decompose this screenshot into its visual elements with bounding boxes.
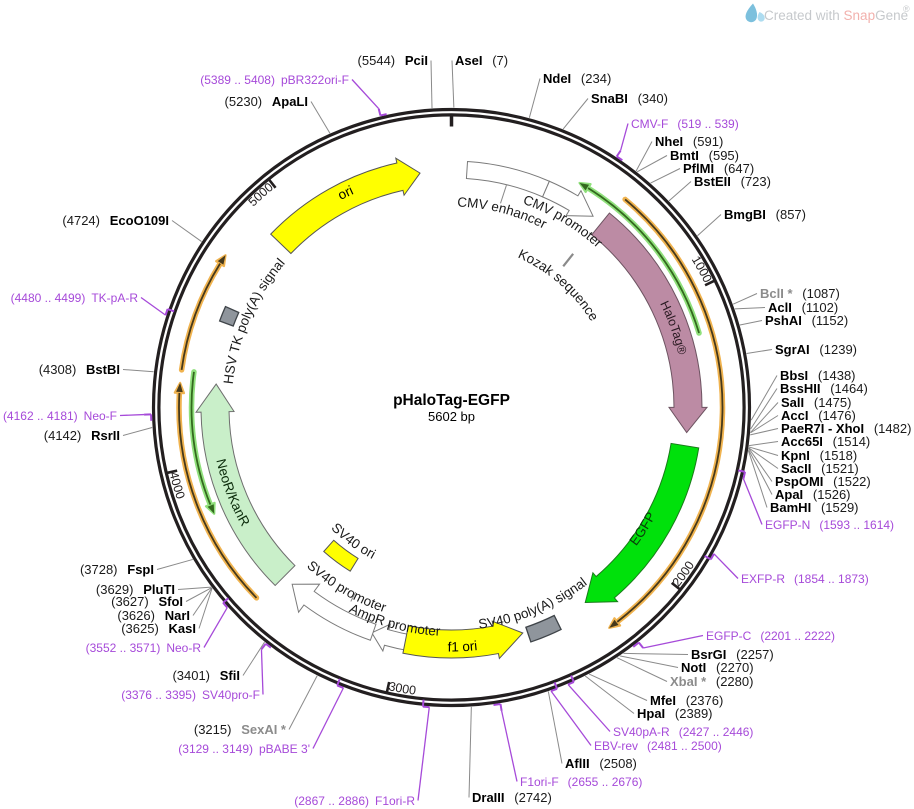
svg-text:3000: 3000 — [387, 679, 417, 698]
svg-text:NdeI (234): NdeI (234) — [543, 71, 611, 86]
svg-text:PflMI (647): PflMI (647) — [683, 161, 754, 176]
svg-text:NheI (591): NheI (591) — [655, 134, 723, 149]
svg-text:(5544) PciI: (5544) PciI — [358, 53, 428, 68]
svg-text:BssHII (1464): BssHII (1464) — [780, 381, 868, 396]
svg-text:BbsI (1438): BbsI (1438) — [780, 368, 856, 383]
svg-text:(4162 .. 4181) Neo-F: (4162 .. 4181) Neo-F — [3, 409, 117, 423]
svg-text:HpaI (2389): HpaI (2389) — [637, 706, 713, 721]
svg-text:(3401) SfiI: (3401) SfiI — [172, 668, 240, 683]
svg-text:(4142) RsrII: (4142) RsrII — [44, 428, 120, 443]
svg-text:SacII (1521): SacII (1521) — [781, 461, 859, 476]
svg-text:®: ® — [903, 4, 910, 14]
svg-text:Acc65I (1514): Acc65I (1514) — [781, 434, 870, 449]
svg-text:BstEII (723): BstEII (723) — [694, 174, 771, 189]
svg-text:ori: ori — [335, 183, 355, 203]
svg-text:(5230) ApaLI: (5230) ApaLI — [225, 94, 308, 109]
svg-text:AclI (1102): AclI (1102) — [768, 300, 838, 315]
svg-text:MfeI (2376): MfeI (2376) — [650, 693, 723, 708]
svg-text:(3629) PluTI: (3629) PluTI — [96, 582, 175, 597]
svg-text:EBV-rev (2481 .. 2500): EBV-rev (2481 .. 2500) — [594, 739, 722, 753]
svg-text:XbaI * (2280): XbaI * (2280) — [670, 674, 753, 689]
svg-text:(3552 .. 3571) Neo-R: (3552 .. 3571) Neo-R — [86, 641, 202, 655]
svg-text:SalI (1475): SalI (1475) — [781, 395, 851, 410]
svg-text:PspOMI (1522): PspOMI (1522) — [775, 474, 871, 489]
svg-text:AseI (7): AseI (7) — [455, 53, 508, 68]
svg-text:(3627) SfoI: (3627) SfoI — [111, 594, 183, 609]
svg-text:KpnI (1518): KpnI (1518) — [781, 448, 857, 463]
svg-text:BclI * (1087): BclI * (1087) — [760, 286, 840, 301]
svg-text:CMV-F (519 .. 539): CMV-F (519 .. 539) — [631, 117, 739, 131]
svg-text:BmgBI (857): BmgBI (857) — [724, 207, 806, 222]
svg-text:NotI (2270): NotI (2270) — [681, 660, 754, 675]
svg-text:SgrAI (1239): SgrAI (1239) — [775, 342, 857, 357]
svg-text:(3129 .. 3149) pBABE 3': (3129 .. 3149) pBABE 3' — [178, 742, 310, 756]
svg-text:PshAI (1152): PshAI (1152) — [765, 313, 848, 328]
svg-text:DraIII (2742): DraIII (2742) — [472, 790, 552, 805]
svg-text:(3728) FspI: (3728) FspI — [80, 562, 154, 577]
svg-text:F1ori-F (2655 .. 2676): F1ori-F (2655 .. 2676) — [520, 775, 642, 789]
svg-text:f1 ori: f1 ori — [448, 638, 478, 654]
svg-text:(3626) NarI: (3626) NarI — [117, 608, 190, 623]
svg-text:(4724) EcoO109I: (4724) EcoO109I — [62, 213, 169, 228]
svg-text:BamHI (1529): BamHI (1529) — [770, 500, 859, 515]
svg-text:pHaloTag-EGFP: pHaloTag-EGFP — [393, 392, 510, 409]
svg-text:BmtI (595): BmtI (595) — [670, 148, 739, 163]
svg-text:ApaI (1526): ApaI (1526) — [775, 487, 851, 502]
svg-text:EGFP-N (1593 .. 1614): EGFP-N (1593 .. 1614) — [765, 518, 894, 532]
svg-text:Created with SnapGene: Created with SnapGene — [764, 8, 908, 23]
svg-text:SnaBI (340): SnaBI (340) — [591, 91, 668, 106]
svg-text:EXFP-R (1854 .. 1873): EXFP-R (1854 .. 1873) — [741, 572, 869, 586]
svg-text:(5389 .. 5408) pBR322ori-F: (5389 .. 5408) pBR322ori-F — [200, 73, 349, 87]
svg-text:PaeR7I - XhoI (1482): PaeR7I - XhoI (1482) — [781, 421, 911, 436]
svg-text:5602 bp: 5602 bp — [428, 409, 475, 424]
svg-text:SV40pA-R (2427 .. 2446): SV40pA-R (2427 .. 2446) — [613, 725, 753, 739]
svg-text:(4480 .. 4499) TK-pA-R: (4480 .. 4499) TK-pA-R — [11, 291, 139, 305]
svg-text:AflII (2508): AflII (2508) — [565, 756, 637, 771]
svg-text:(3625) KasI: (3625) KasI — [121, 621, 196, 636]
svg-text:(3215) SexAI *: (3215) SexAI * — [194, 722, 287, 737]
svg-text:AccI (1476): AccI (1476) — [781, 408, 856, 423]
svg-text:BsrGI (2257): BsrGI (2257) — [691, 647, 774, 662]
svg-text:(3376 .. 3395) SV40pro-F: (3376 .. 3395) SV40pro-F — [121, 688, 260, 702]
svg-text:EGFP-C (2201 .. 2222): EGFP-C (2201 .. 2222) — [706, 629, 835, 643]
svg-text:(2867 .. 2886) F1ori-R: (2867 .. 2886) F1ori-R — [294, 794, 415, 808]
svg-text:(4308) BstBI: (4308) BstBI — [39, 362, 120, 377]
